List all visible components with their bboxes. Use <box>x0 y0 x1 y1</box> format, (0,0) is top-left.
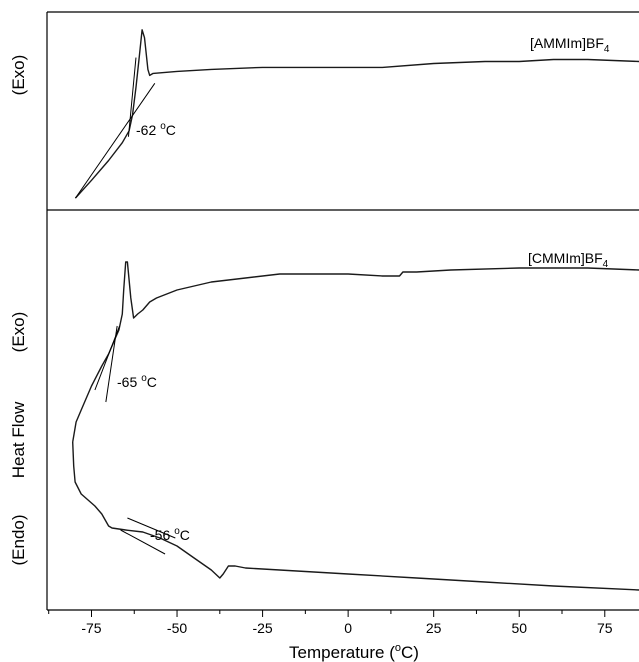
top-tangent-line-1 <box>127 57 137 137</box>
annotation-minus-56: -56 oC <box>150 526 190 543</box>
x-tick-label: -50 <box>167 620 187 636</box>
bottom-panel-label: [CMMIm]BF4 <box>528 250 609 270</box>
x-tick-label: 50 <box>511 620 527 636</box>
top-series-line-0 <box>74 29 639 199</box>
plot-frame <box>46 11 639 611</box>
bottom-panel-label-subscript: 4 <box>603 259 609 270</box>
x-tick-label: 25 <box>426 620 442 636</box>
annotation-minus-65: -65 oC <box>117 373 157 390</box>
top-ylabel-exo: (Exo) <box>9 55 28 96</box>
x-tick-label: -75 <box>81 620 101 636</box>
x-tick-label: -25 <box>252 620 272 636</box>
bottom-series-line-0 <box>72 261 639 443</box>
top-panel-label: [AMMIm]BF4 <box>530 35 610 55</box>
x-axis-label: Temperature (oC) <box>289 642 419 662</box>
ylabel-heat-flow: Heat Flow <box>9 401 28 478</box>
bottom-tangent-line-1 <box>105 325 118 403</box>
bottom-ylabel-exo: (Exo) <box>9 312 28 353</box>
top-panel <box>74 29 639 199</box>
x-ticks <box>48 610 606 617</box>
top-panel-label-subscript: 4 <box>604 44 610 55</box>
bottom-panel <box>72 261 639 591</box>
bottom-series-line-1 <box>72 441 639 591</box>
annotation-minus-62: -62 oC <box>136 121 176 138</box>
x-tick-label: 75 <box>597 620 613 636</box>
bottom-ylabel-endo: (Endo) <box>9 514 28 565</box>
x-tick-labels: -75 -50 -25 0 25 50 75 <box>81 620 612 636</box>
bottom-tangent-line-2 <box>127 517 176 539</box>
top-tangent-line-0 <box>74 82 156 199</box>
bottom-tangent-line-3 <box>120 529 166 555</box>
x-tick-label: 0 <box>344 620 352 636</box>
